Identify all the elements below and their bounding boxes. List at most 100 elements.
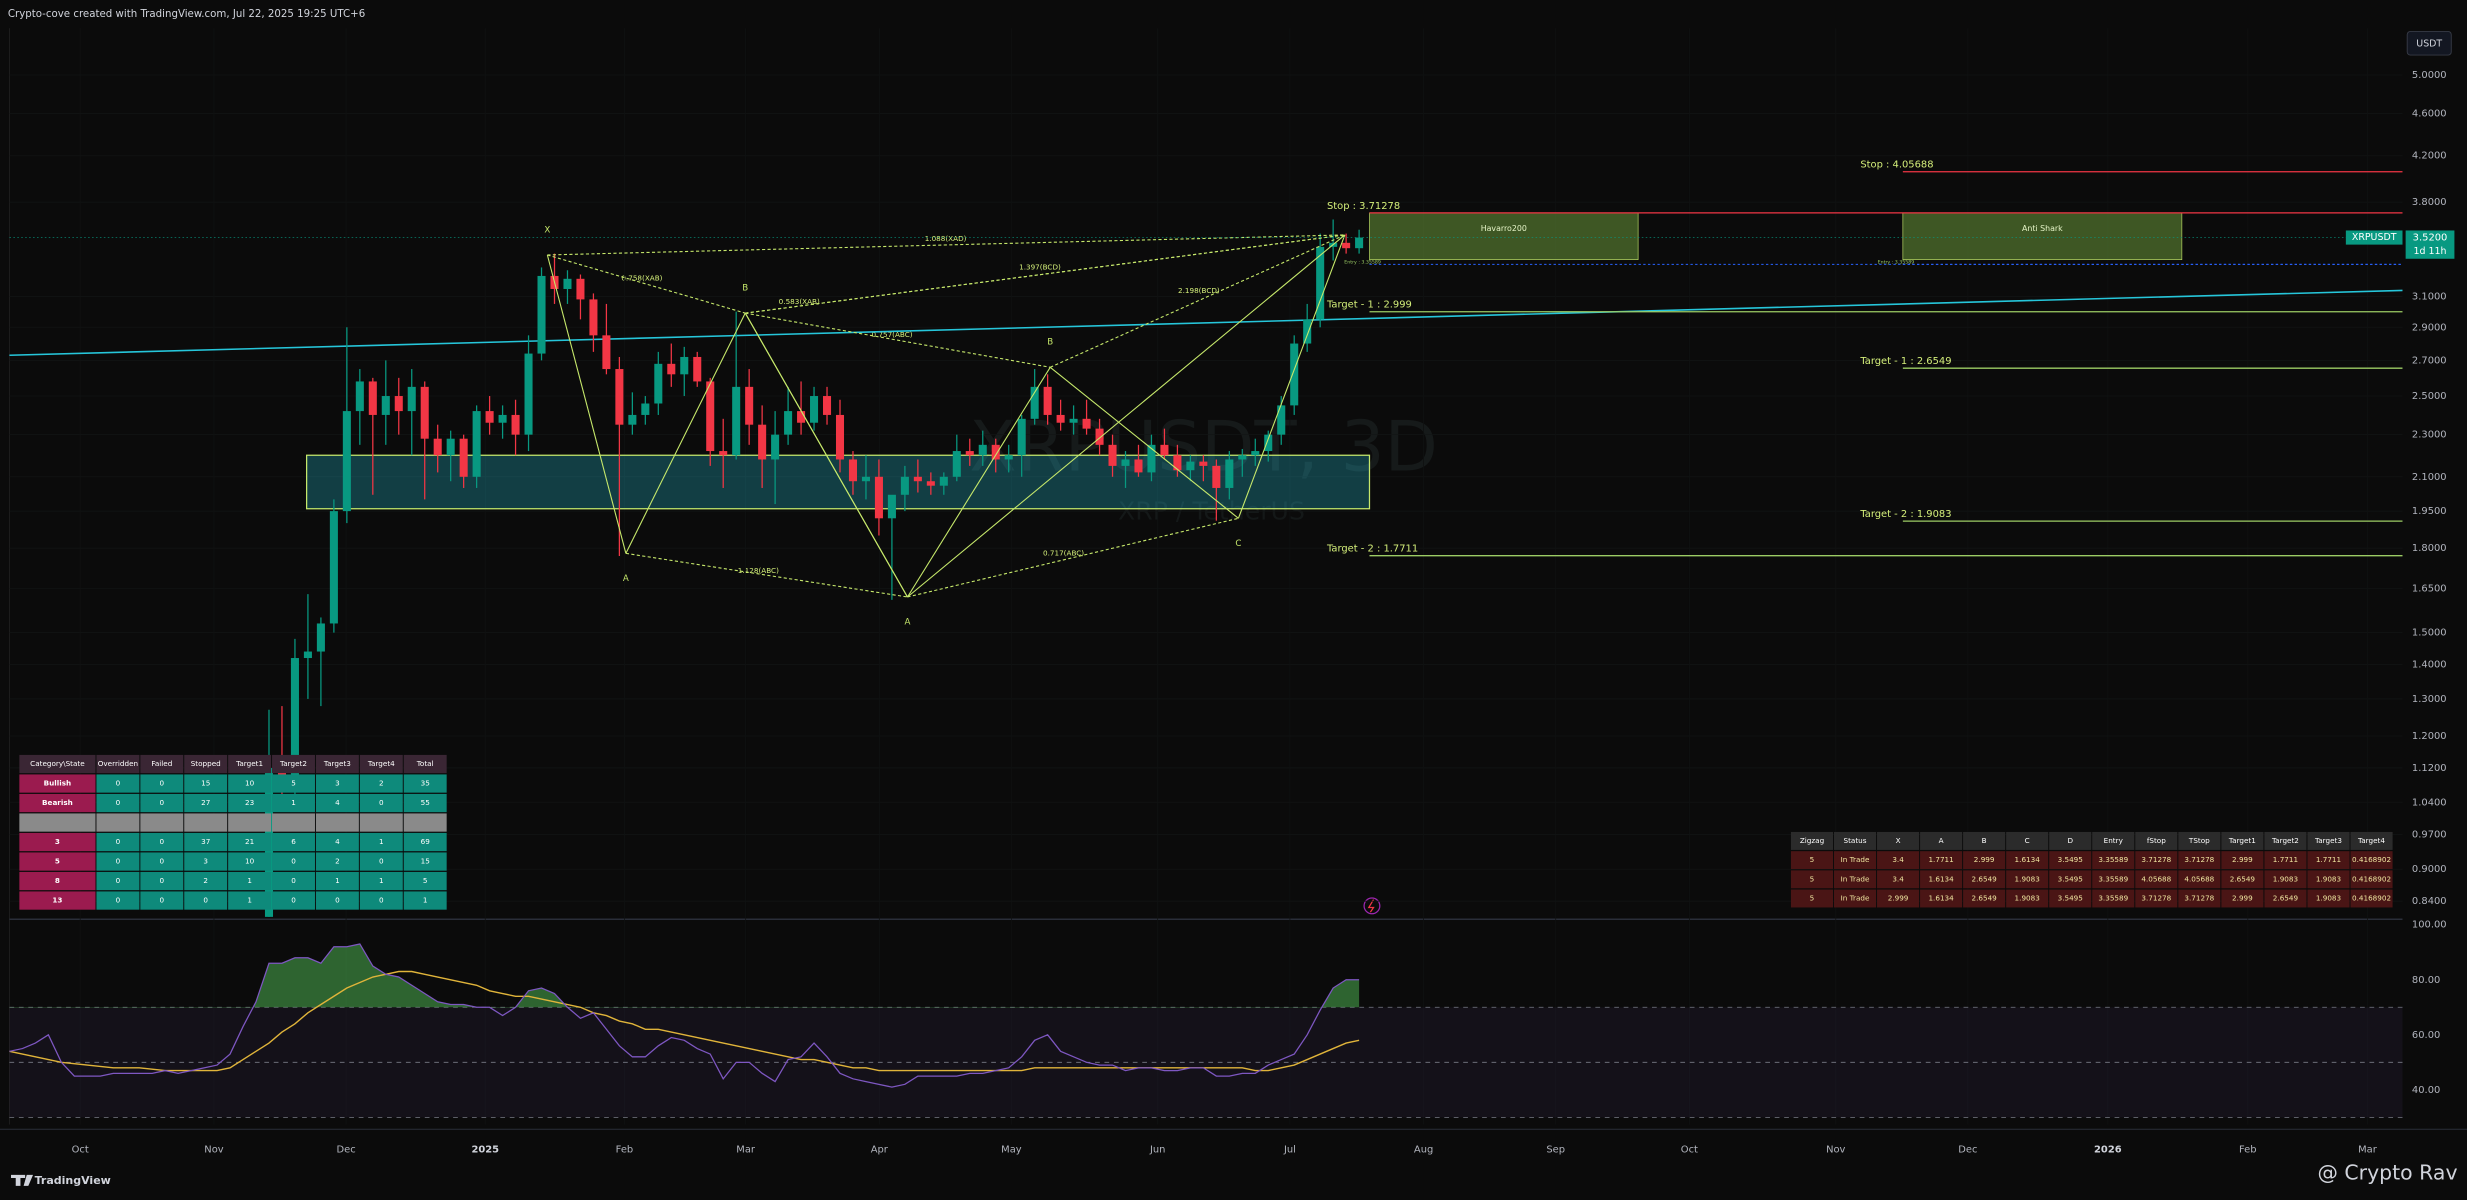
candle-body <box>1264 434 1273 452</box>
trade-header: Zigzag <box>1800 836 1824 845</box>
trade-cell <box>1833 870 1877 889</box>
trade-cell-text: 2.6549 <box>2273 894 2299 903</box>
candle-body <box>1056 414 1065 423</box>
table-cell-text: 0 <box>291 857 296 866</box>
trade-header: fStop <box>2147 836 2166 845</box>
table-cell <box>96 871 140 891</box>
x-tick-label: Feb <box>616 1145 634 1156</box>
table-cell <box>315 832 359 852</box>
table-header: Total <box>416 759 434 768</box>
candle-body <box>537 275 546 354</box>
candle-body <box>576 278 585 300</box>
x-tick-label: Oct <box>1681 1145 1698 1156</box>
table-cell-text: 0 <box>291 896 296 905</box>
table-cell <box>19 774 96 793</box>
ratio-label: 0.583(XAB) <box>779 297 820 306</box>
symbol-tag <box>2345 230 2403 245</box>
table-cell <box>96 832 140 852</box>
table-cell <box>228 871 272 891</box>
trade-cell-text: 3.4 <box>1892 874 1904 883</box>
trade-cell-text: 0.4168902 <box>2352 894 2391 903</box>
candle-body <box>1134 459 1143 473</box>
trade-header-cell <box>1790 831 1834 850</box>
candle-body <box>693 356 702 382</box>
currency-label[interactable]: USDT <box>2416 39 2442 50</box>
trade-cell-text: 1.6134 <box>1928 894 1954 903</box>
table-cell <box>19 793 96 813</box>
candle-body <box>1316 246 1325 320</box>
candle-body <box>706 381 715 452</box>
entry-label: Entry : 3.35589 <box>1878 260 1915 266</box>
table-cell-text: 2 <box>379 779 384 788</box>
trade-cell <box>1920 870 1963 889</box>
trade-header-cell <box>2178 831 2221 850</box>
trade-cell-text: 5 <box>1810 874 1815 883</box>
trade-header: Entry <box>2104 836 2124 845</box>
table-header: Target4 <box>367 759 395 768</box>
candle-body <box>1043 386 1052 415</box>
table-cell <box>403 852 447 871</box>
pattern-ratio-line <box>547 254 746 314</box>
trade-cell <box>1963 851 2006 870</box>
pattern-point-label: B <box>1047 338 1053 348</box>
table-separator-cell <box>184 813 228 832</box>
pattern-ratio-line <box>625 552 908 598</box>
x-tick-label: Jul <box>1283 1145 1296 1156</box>
table-cell-text: 5 <box>291 779 296 788</box>
table-cell-text: 1 <box>379 876 384 885</box>
trade-header-cell <box>1920 831 1963 850</box>
table-header: Stopped <box>191 759 221 768</box>
trade-cell-text: 4.05688 <box>2141 874 2171 883</box>
table-cell <box>19 871 96 891</box>
currency-button[interactable] <box>2406 30 2452 56</box>
candle-body <box>1277 405 1286 435</box>
table-separator-cell <box>315 813 359 832</box>
candle-body <box>511 414 520 435</box>
event-icon[interactable] <box>1363 897 1381 915</box>
rsi-line <box>9 943 1360 1088</box>
table-cell-text: Bullish <box>44 779 72 788</box>
y-tick-label: 4.6000 <box>2412 109 2447 120</box>
trade-cell <box>2006 889 2049 908</box>
pattern-leg <box>907 234 1346 598</box>
table-cell <box>359 793 403 813</box>
trade-cell <box>1920 851 1963 870</box>
candle-body <box>1082 418 1091 429</box>
candle-body <box>1342 242 1351 249</box>
table-cell-text: 0 <box>160 798 165 807</box>
trade-cell-text: 4.05688 <box>2184 874 2214 883</box>
trade-cell-text: 3.35589 <box>2098 874 2128 883</box>
y-tick-label: 0.9000 <box>2412 864 2447 875</box>
table-cell-text: 0 <box>160 779 165 788</box>
table-cell-text: 2 <box>335 857 340 866</box>
table-cell <box>359 871 403 891</box>
table-cell-text: 8 <box>55 876 60 885</box>
entry-label: Entry : 3.35589 <box>1344 260 1381 266</box>
table-cell <box>184 774 228 793</box>
pattern-leg <box>546 254 627 554</box>
rsi-overbought-fill <box>9 943 1360 1008</box>
trade-cell <box>2178 889 2221 908</box>
candle-body <box>342 411 351 512</box>
table-cell-text: 0 <box>379 896 384 905</box>
trade-cell <box>2264 851 2307 870</box>
candle-body <box>446 438 455 456</box>
table-cell <box>184 871 228 891</box>
trade-header-cell <box>1963 831 2006 850</box>
x-tick-label: Aug <box>1414 1145 1433 1156</box>
table-cell-text: 0 <box>335 896 340 905</box>
trade-cell <box>1877 889 1920 908</box>
table-cell-text: 10 <box>245 779 255 788</box>
table-separator-cell <box>140 813 184 832</box>
table-header-cell <box>140 754 184 774</box>
trade-cell-text: 1.9083 <box>2015 894 2041 903</box>
candle-body <box>1303 319 1312 344</box>
price-tag <box>2405 230 2455 259</box>
y-tick-label: 5.0000 <box>2412 70 2447 81</box>
table-cell-text: 10 <box>245 857 255 866</box>
y-tick-label: 1.5000 <box>2412 628 2447 639</box>
y-tick-label: 1.2000 <box>2412 731 2447 742</box>
table-cell <box>359 832 403 852</box>
trade-cell-text: 1.9083 <box>2273 874 2299 883</box>
trade-header-cell <box>1833 831 1877 850</box>
